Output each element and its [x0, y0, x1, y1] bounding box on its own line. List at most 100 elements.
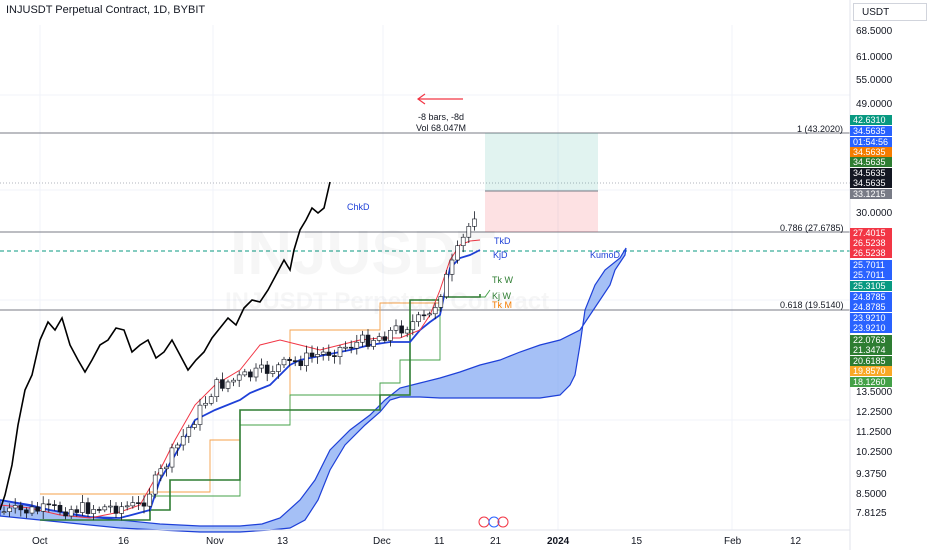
- price-tag: 23.9210: [850, 323, 892, 333]
- price-tag: 34.5635: [850, 178, 892, 188]
- candle-body: [304, 352, 309, 366]
- y-tick: 55.0000: [856, 75, 893, 86]
- candle-body: [7, 507, 12, 512]
- candle-body: [472, 218, 477, 227]
- price-tag: 34.5635: [850, 157, 892, 167]
- candle-body: [354, 341, 360, 349]
- candle-body: [175, 444, 180, 449]
- kumo-cloud: [0, 247, 627, 533]
- x-tick: 11: [434, 536, 445, 547]
- y-tick: 8.5000: [856, 489, 887, 500]
- candle-body: [124, 505, 130, 508]
- candle-body: [12, 505, 18, 509]
- currency-selector[interactable]: USDT: [853, 3, 927, 21]
- candle-body: [91, 509, 96, 514]
- price-tag: 18.1260: [850, 377, 892, 387]
- price-tag: 42.6310: [850, 115, 892, 125]
- price-tag: 25.7011: [850, 260, 892, 270]
- price-tag: 26.5238: [850, 248, 892, 258]
- candle-body: [192, 424, 197, 428]
- y-tick: 10.2500: [856, 447, 893, 458]
- candle-body: [225, 381, 231, 389]
- long-stop-zone: [485, 191, 598, 232]
- candle-body: [152, 474, 158, 495]
- chikou-label: ChkD: [347, 202, 370, 212]
- candle-body: [180, 435, 186, 446]
- candle-body: [24, 509, 29, 514]
- price-tag: 22.0763: [850, 335, 892, 345]
- candle-body: [57, 505, 63, 513]
- fib-label-0618: 0.618 (19.5140): [780, 300, 844, 310]
- price-tag: 21.3474: [850, 345, 892, 355]
- candle-body: [46, 503, 52, 506]
- price-tag: 33.1215: [850, 189, 892, 199]
- price-tag: 20.6185: [850, 356, 892, 366]
- candle-body: [320, 351, 326, 355]
- kijun-weekly-label: Kj W: [492, 291, 511, 301]
- y-tick: 49.0000: [856, 99, 893, 110]
- fib-lines: [0, 132, 850, 311]
- candle-body: [220, 379, 225, 389]
- candle-body: [382, 336, 388, 341]
- x-tick: Nov: [206, 536, 224, 547]
- candle-body: [315, 354, 320, 357]
- y-tick: 9.3750: [856, 469, 887, 480]
- y-tick: 11.2500: [856, 427, 892, 438]
- candle-body: [130, 502, 136, 507]
- measure-volume-label: Vol 68.047M: [416, 123, 467, 133]
- candle-body: [376, 336, 382, 341]
- candle-body: [343, 346, 348, 349]
- candle-body: [113, 505, 119, 514]
- candle-body: [85, 502, 91, 514]
- y-tick: 13.5000: [856, 387, 893, 398]
- candle-body: [102, 506, 108, 511]
- candle-body: [292, 360, 298, 362]
- candle-body: [365, 334, 371, 347]
- candle-body: [40, 503, 46, 512]
- candle-body: [80, 502, 85, 513]
- candle-body: [108, 505, 113, 508]
- candle-body: [460, 236, 466, 247]
- price-tag: 23.9210: [850, 313, 892, 323]
- candle-body: [29, 506, 35, 514]
- price-tag: 01:54:56: [850, 137, 892, 147]
- candle-body: [147, 493, 152, 507]
- candle-body: [214, 379, 220, 398]
- fib-label-1: 1 (43.2020): [797, 124, 844, 134]
- kijun-daily-label: KjD: [493, 250, 508, 260]
- price-tag: 27.4015: [850, 228, 892, 238]
- candle-body: [449, 259, 455, 275]
- candle-body: [236, 374, 242, 381]
- symbol-watermark: INJUSDT: [230, 218, 495, 289]
- candle-body: [337, 346, 343, 357]
- candle-body: [203, 402, 208, 406]
- x-tick: 21: [490, 536, 502, 547]
- price-tag: 24.8785: [850, 302, 892, 312]
- y-tick: 30.0000: [856, 208, 893, 219]
- candle-body: [332, 355, 337, 357]
- price-tag: 34.5635: [850, 126, 892, 136]
- candle-body: [264, 364, 270, 374]
- candlestick-series: [1, 211, 477, 521]
- y-tick: 68.5000: [856, 26, 893, 37]
- x-tick: Dec: [373, 536, 391, 547]
- candle-body: [444, 273, 449, 297]
- measure-bars-label: -8 bars, -8d: [418, 112, 465, 122]
- x-tick: 13: [277, 536, 289, 547]
- candle-body: [416, 314, 421, 323]
- x-tick: Feb: [724, 536, 742, 547]
- tenkan-weekly-label: Tk W: [492, 275, 513, 285]
- y-tick: 7.8125: [856, 508, 887, 519]
- x-tick: 2024: [547, 536, 570, 547]
- candle-body: [276, 364, 281, 372]
- y-tick: 61.0000: [856, 52, 893, 63]
- price-tag: 19.8570: [850, 366, 892, 376]
- x-tick: Oct: [32, 536, 48, 547]
- sessions-icon: [478, 516, 509, 528]
- candle-body: [231, 379, 236, 383]
- candle-body: [410, 321, 416, 331]
- chikou-line: [0, 181, 331, 511]
- candle-body: [242, 371, 248, 376]
- x-tick: 12: [790, 536, 802, 547]
